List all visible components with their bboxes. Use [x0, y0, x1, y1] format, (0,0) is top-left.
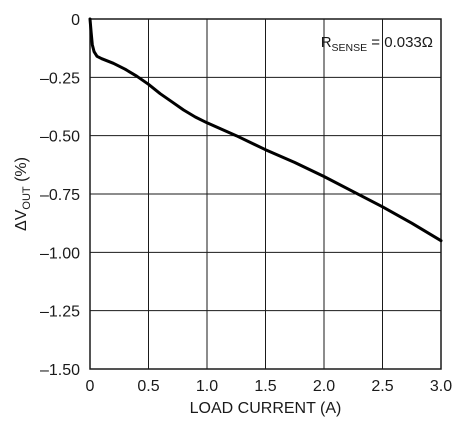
x-tick-label: 3.0 [430, 378, 452, 395]
y-tick-label: –0.75 [40, 187, 80, 204]
y-axis-label-suffix: (%) [13, 157, 30, 186]
y-tick-label: –1.00 [40, 245, 80, 262]
x-tick-label: 2.5 [371, 378, 393, 395]
rsense-annotation: RSENSE = 0.033Ω [321, 34, 433, 54]
x-tick-label: 0.5 [137, 378, 159, 395]
series-line [88, 17, 443, 243]
plot-frame [89, 18, 442, 370]
x-tick-label: 1.0 [196, 378, 218, 395]
y-tick-label: 0 [71, 12, 80, 29]
y-axis-label: ΔVOUT (%) [13, 157, 33, 231]
x-axis-label: LOAD CURRENT (A) [190, 400, 342, 417]
x-tick-label: 0 [86, 378, 95, 395]
y-axis-ticks: 0 –0.25 –0.50 –0.75 –1.00 –1.25 –1.50 [40, 12, 80, 379]
annotation-subscript: SENSE [332, 42, 368, 54]
grid [90, 19, 441, 369]
y-tick-label: –1.25 [40, 304, 80, 321]
y-tick-label: –0.50 [40, 129, 80, 146]
x-tick-label: 2.0 [313, 378, 335, 395]
annotation-suffix: = 0.033Ω [367, 34, 433, 51]
y-axis-label-subscript: OUT [21, 186, 33, 210]
x-axis-ticks: 0 0.5 1.0 1.5 2.0 2.5 3.0 [86, 378, 453, 395]
y-tick-label: –1.50 [40, 362, 80, 379]
annotation-prefix: R [321, 34, 332, 51]
y-axis-label-prefix: ΔV [13, 209, 30, 231]
x-tick-label: 1.5 [254, 378, 276, 395]
y-tick-label: –0.25 [40, 70, 80, 87]
